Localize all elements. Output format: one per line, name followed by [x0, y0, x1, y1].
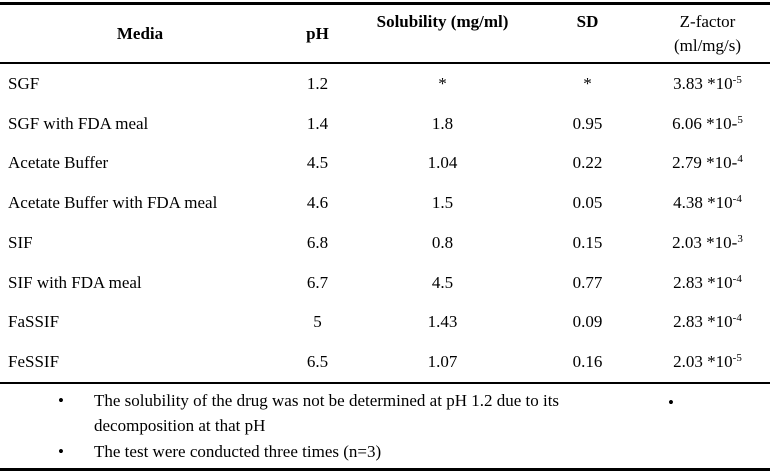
zfactor-base: 2.83 *10 — [673, 312, 733, 332]
cell-ph: 6.5 — [306, 352, 329, 372]
cell-sd: 0.77 — [572, 272, 603, 292]
cell-sd: 0.05 — [572, 193, 603, 213]
cell-zfactor: 2.79 *10-4 — [645, 153, 770, 173]
footnote-text: The solubility of the drug was not be de… — [94, 391, 560, 435]
zfactor-exponent: 4 — [737, 153, 743, 166]
cell-solubility: 0.8 — [431, 232, 454, 252]
cell-sd: 0.22 — [572, 153, 603, 173]
cell-sd: 0.09 — [572, 312, 603, 332]
header-cell-zfactor: Z-factor (ml/mg/s) — [645, 5, 770, 62]
cell-zfactor: 2.03 *10-5 — [645, 352, 770, 372]
cell-solubility: 1.8 — [431, 113, 454, 133]
header-label-solubility: Solubility (mg/ml) — [376, 12, 509, 31]
stray-bullet-icon: • — [668, 393, 674, 412]
cell-solubility: * — [438, 73, 447, 93]
zfactor-exponent: -4 — [732, 193, 742, 206]
footnote-list: • The solubility of the drug was not be … — [58, 388, 644, 464]
zfactor-base: 2.79 *10- — [672, 153, 738, 173]
cell-media: SGF with FDA meal — [8, 113, 149, 133]
zfactor-exponent: -5 — [732, 352, 742, 365]
cell-sd: 0.16 — [572, 352, 603, 372]
zfactor-base: 3.83 *10 — [673, 73, 733, 93]
cell-ph: 6.8 — [306, 232, 329, 252]
table-row: SGF 1.2 * * 3.83 *10-5 — [0, 64, 770, 104]
cell-media: FaSSIF — [8, 312, 60, 332]
cell-zfactor: 2.83 *10-4 — [645, 312, 770, 332]
footnote-separator-rule — [0, 382, 770, 384]
table-header-row: Media pH Solubility (mg/ml) SD Z-factor … — [0, 5, 770, 62]
cell-sd: * — [583, 73, 592, 93]
cell-media: SIF with FDA meal — [8, 272, 142, 292]
cell-solubility: 1.04 — [427, 153, 458, 173]
footnote-text: The test were conducted three times (n=3… — [94, 442, 382, 461]
cell-media: Acetate Buffer — [8, 153, 109, 173]
cell-ph: 6.7 — [306, 272, 329, 292]
cell-ph: 4.6 — [306, 193, 329, 213]
header-label-zfactor-line2: (ml/mg/s) — [673, 36, 742, 55]
table-top-rule — [0, 2, 770, 5]
cell-ph: 1.4 — [306, 113, 329, 133]
cell-media: SIF — [8, 232, 33, 252]
table-row: SIF with FDA meal 6.7 4.5 0.77 2.83 *10-… — [0, 263, 770, 303]
cell-ph: 1.2 — [306, 73, 329, 93]
header-separator-rule — [0, 62, 770, 64]
zfactor-exponent: -4 — [732, 312, 742, 325]
zfactor-exponent: 3 — [737, 232, 743, 245]
table-row: SGF with FDA meal 1.4 1.8 0.95 6.06 *10-… — [0, 104, 770, 144]
cell-media: FeSSIF — [8, 352, 60, 372]
zfactor-base: 4.38 *10 — [673, 193, 733, 213]
bullet-icon: • — [58, 442, 64, 461]
cell-media: SGF — [8, 73, 40, 93]
cell-zfactor: 4.38 *10-4 — [645, 193, 770, 213]
header-label-sd: SD — [576, 12, 599, 31]
table-row: FeSSIF 6.5 1.07 0.16 2.03 *10-5 — [0, 342, 770, 382]
bullet-icon: • — [58, 391, 64, 410]
cell-zfactor: 6.06 *10-5 — [645, 114, 770, 134]
cell-sd: 0.15 — [572, 232, 603, 252]
table-row: Acetate Buffer with FDA meal 4.6 1.5 0.0… — [0, 183, 770, 223]
zfactor-base: 2.03 *10 — [673, 352, 733, 372]
header-cell-sd: SD — [530, 5, 645, 62]
cell-sd: 0.95 — [572, 113, 603, 133]
zfactor-base: 2.03 *10- — [672, 232, 738, 252]
zfactor-base: 6.06 *10- — [672, 113, 738, 133]
cell-zfactor: 3.83 *10-5 — [645, 74, 770, 94]
cell-ph: 5 — [313, 312, 322, 332]
cell-zfactor: 2.83 *10-4 — [645, 273, 770, 293]
header-label-media: Media — [116, 23, 164, 43]
cell-ph: 4.5 — [306, 153, 329, 173]
table-row: SIF 6.8 0.8 0.15 2.03 *10-3 — [0, 223, 770, 263]
cell-solubility: 4.5 — [431, 272, 454, 292]
cell-solubility: 1.5 — [431, 193, 454, 213]
header-cell-media: Media — [0, 5, 280, 62]
cell-solubility: 1.07 — [427, 352, 458, 372]
header-label-ph: pH — [306, 23, 329, 43]
table-bottom-rule — [0, 468, 770, 471]
footnotes-section: • The solubility of the drug was not be … — [0, 384, 770, 468]
header-label-zfactor-line1: Z-factor — [679, 12, 736, 31]
table-body: SGF 1.2 * * 3.83 *10-5 SGF with FDA meal… — [0, 64, 770, 382]
zfactor-exponent: 5 — [737, 113, 743, 126]
footnote-item: • The solubility of the drug was not be … — [58, 388, 644, 438]
table-row: Acetate Buffer 4.5 1.04 0.22 2.79 *10-4 — [0, 144, 770, 184]
footnote-item: • The test were conducted three times (n… — [58, 439, 644, 464]
zfactor-exponent: -4 — [732, 272, 742, 285]
zfactor-base: 2.83 *10 — [673, 272, 733, 292]
header-cell-solubility: Solubility (mg/ml) — [355, 5, 530, 62]
cell-solubility: 1.43 — [427, 312, 458, 332]
cell-media: Acetate Buffer with FDA meal — [8, 193, 218, 213]
zfactor-exponent: -5 — [732, 73, 742, 86]
cell-zfactor: 2.03 *10-3 — [645, 233, 770, 253]
table-row: FaSSIF 5 1.43 0.09 2.83 *10-4 — [0, 303, 770, 343]
header-cell-ph: pH — [280, 5, 355, 62]
